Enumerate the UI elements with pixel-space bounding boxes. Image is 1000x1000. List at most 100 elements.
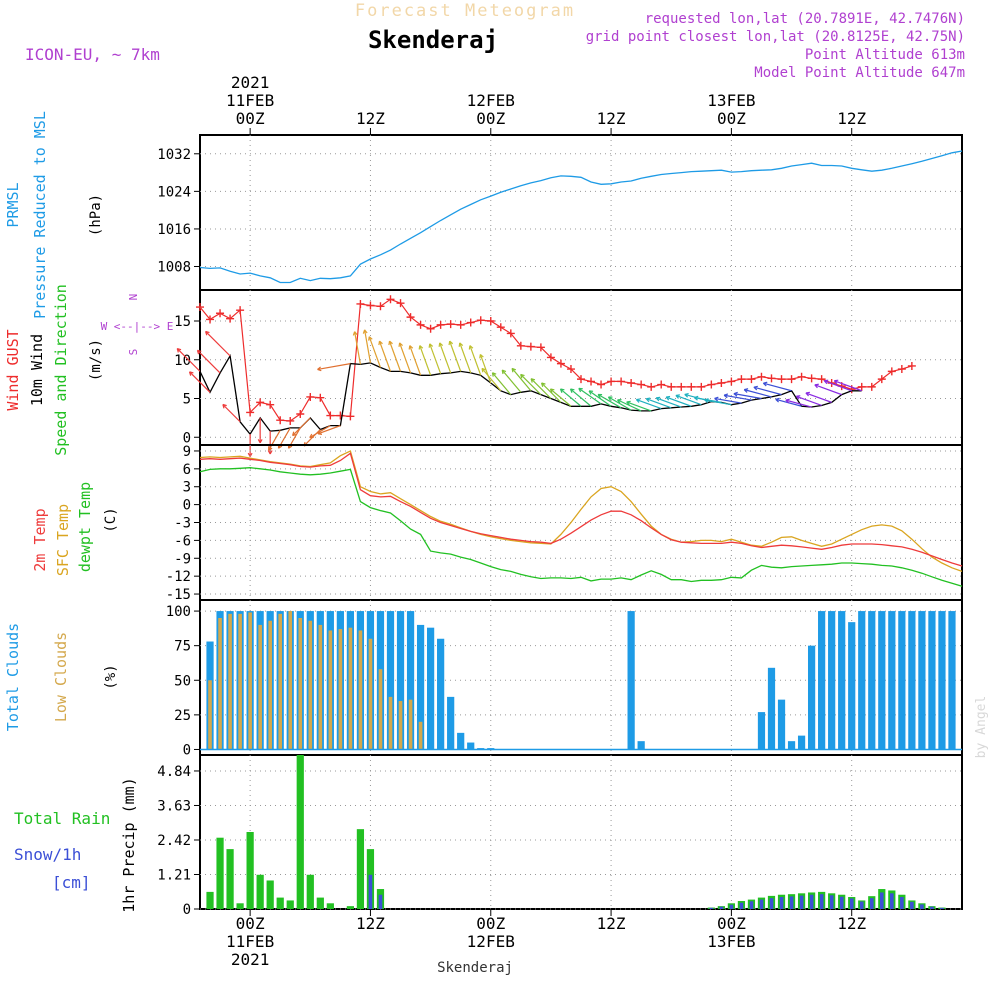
gust-marker: [206, 315, 215, 324]
gust-marker: [396, 299, 405, 308]
wind-arrow: [268, 429, 281, 451]
wind-arrow: [646, 398, 672, 409]
precip-ylabel: 1hr Precip (mm): [120, 777, 138, 912]
pressure-ylabel-1: PRMSL: [4, 182, 22, 227]
wind-unit: (m/s): [88, 339, 104, 381]
wind-ytick-label: 0: [183, 430, 191, 446]
wind-arrowhead: [479, 353, 484, 359]
gust-marker: [857, 382, 866, 391]
snow-bar: [849, 898, 854, 909]
wind-arrow: [588, 390, 612, 407]
low-cloud-bar: [268, 620, 272, 750]
gust-marker: [566, 365, 575, 374]
wind-arrow: [399, 342, 412, 374]
wind-arrow: [197, 349, 221, 374]
rain-bar: [216, 837, 224, 909]
pressure-ytick-label: 1008: [157, 260, 191, 276]
wind-arrowhead: [733, 391, 738, 397]
wind-arrow: [378, 340, 392, 372]
low-cloud-bar: [368, 638, 373, 750]
wind-arrow: [834, 380, 862, 392]
wind-arrowhead: [805, 391, 810, 397]
clouds-ylabel-total: Total Clouds: [4, 623, 22, 731]
snow-bar: [759, 899, 764, 909]
wind-arrowhead: [362, 329, 368, 334]
wind-arrowhead: [188, 371, 194, 376]
wind-arrowhead: [418, 345, 424, 350]
wind-arrowhead: [785, 398, 790, 404]
gust-marker: [687, 382, 696, 391]
wind-arrowhead: [635, 398, 641, 403]
low-cloud-bar: [238, 613, 242, 750]
snow-bar: [809, 894, 814, 909]
wind-arrowhead: [597, 393, 603, 399]
wind-arrowhead: [176, 348, 182, 353]
precip-ytick-label: 3.63: [157, 798, 191, 814]
wind-arrow: [617, 399, 642, 412]
clouds-frame: [199, 599, 963, 756]
snow-bar: [739, 902, 744, 909]
bottom-axis-label: 12Z: [837, 914, 866, 933]
wind-arrowhead: [559, 388, 565, 393]
low-cloud-bar: [318, 624, 323, 750]
gust-marker: [907, 361, 916, 370]
temperature-ytick-label: 0: [183, 498, 191, 514]
wind-arrow: [317, 363, 351, 371]
snow-bar: [779, 897, 784, 909]
snow-bar: [829, 895, 834, 909]
wind-arrow: [597, 394, 622, 409]
gust-marker: [516, 341, 525, 350]
wind-arrowhead: [578, 387, 583, 393]
wind-ylabel-dir: Speed and Direction: [52, 284, 70, 456]
top-axis-label: 2021: [231, 73, 270, 92]
total-cloud-bar: [767, 667, 776, 750]
bottom-axis-label: 11FEB: [226, 932, 274, 951]
clouds-ytick-label: 0: [183, 742, 191, 758]
gust-marker: [316, 393, 325, 402]
total-cloud-bar: [386, 611, 395, 750]
wind-arrowhead: [762, 381, 768, 387]
snow-bar: [729, 904, 734, 909]
gust-marker: [546, 353, 555, 362]
bottom-axis-label: 00Z: [236, 914, 265, 933]
wind-arrow: [550, 388, 572, 407]
panels: 1008 1016 1024 1032 PRMSL Pressure Reduced to…: [4, 111, 963, 918]
location-title: Skenderaj: [368, 26, 498, 54]
wind-arrow: [704, 399, 732, 406]
total-cloud-bar: [447, 696, 455, 750]
low-cloud-bar: [308, 620, 313, 750]
gust-marker: [446, 320, 455, 329]
top-axis-label: 11FEB: [226, 91, 274, 110]
wind-arrow: [560, 388, 582, 407]
top-axis-label: 00Z: [717, 109, 746, 128]
gust-marker: [597, 380, 606, 389]
gust-marker: [296, 410, 305, 418]
wind-arrowhead: [530, 378, 536, 383]
temperature-ytick-label: -12: [166, 569, 191, 585]
compass-north: N: [127, 294, 140, 301]
low-cloud-bar: [418, 721, 423, 750]
gust-marker: [677, 382, 686, 391]
gust-marker: [496, 323, 505, 332]
wind-arrowhead: [257, 439, 263, 444]
gust-marker: [476, 316, 485, 325]
pressure-line: [199, 150, 963, 284]
wind-arrowhead: [205, 330, 210, 336]
gust-marker: [226, 314, 235, 323]
wind-arrow: [429, 343, 442, 374]
header: Forecast Meteogram Skenderaj ICON-EU, ~ …: [25, 1, 965, 81]
pressure-unit: (hPa): [88, 194, 104, 236]
wind-arrowhead: [655, 396, 661, 402]
requested-coords: requested lon,lat (20.7891E, 42.7476N): [645, 11, 965, 27]
gust-marker: [286, 416, 295, 425]
bottom-axis-label: 00Z: [476, 914, 505, 933]
wind-arrowhead: [352, 331, 358, 336]
wind-arrowhead: [569, 388, 575, 393]
wind-arrowhead: [823, 379, 829, 385]
precip-ytick-label: 0: [183, 902, 191, 918]
low-cloud-bar: [298, 617, 303, 750]
wind-arrow: [354, 331, 362, 365]
top-axis-label: 13FEB: [707, 91, 755, 110]
credit-text: by Angel: [974, 696, 989, 759]
